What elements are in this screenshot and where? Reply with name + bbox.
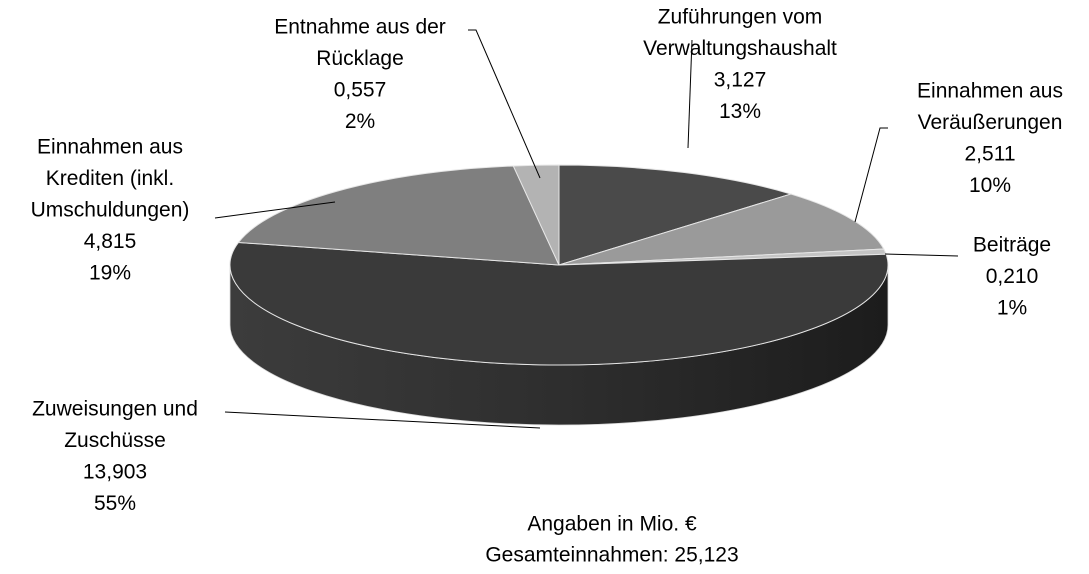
percent-label: 13% (719, 100, 761, 123)
category-label: Beiträge (973, 234, 1051, 257)
percent-label: 55% (94, 492, 136, 515)
category-label: Zuweisungen und (32, 398, 198, 421)
pie-slice (237, 165, 560, 266)
category-label: Veräußerungen (918, 111, 1063, 134)
value-label: 0,210 (986, 265, 1039, 288)
slice-label: Beiträge 0,210 1% (884, 234, 1051, 320)
slice-label: Entnahme aus der Rücklage 0,557 2% (274, 16, 541, 179)
category-label: Zuschüsse (64, 429, 166, 452)
category-label: Rücklage (316, 47, 404, 70)
category-label: Umschuldungen) (31, 199, 190, 222)
category-label: Einnahmen aus (37, 136, 183, 159)
leader-line (224, 411, 541, 429)
value-label: 3,127 (714, 69, 767, 92)
slice-label: Zuweisungen und Zuschüsse 13,903 55% (32, 398, 541, 515)
category-label: Einnahmen aus (917, 80, 1063, 103)
slice-label: Einnahmen aus Veräußerungen 2,511 10% (854, 80, 1063, 223)
leader-line (884, 253, 959, 257)
leader-line (214, 201, 336, 219)
percent-label: 1% (997, 297, 1027, 320)
value-label: 13,903 (83, 461, 147, 484)
percent-label: 2% (345, 110, 375, 133)
category-label: Verwaltungshaushalt (643, 37, 837, 60)
percent-label: 19% (89, 262, 131, 285)
leader-line (687, 39, 693, 149)
slice-label: Einnahmen aus Krediten (inkl. Umschuldunge… (31, 136, 336, 285)
value-label: 4,815 (84, 230, 137, 253)
percent-label: 10% (969, 174, 1011, 197)
pie-slice (558, 193, 885, 266)
slice-label: Zuführungen vom Verwaltungshaushalt 3,127 1… (643, 6, 837, 149)
value-label: 2,511 (965, 143, 1016, 166)
pie-slice (229, 241, 889, 366)
leader-line (468, 29, 541, 179)
category-label: Krediten (inkl. (46, 167, 174, 190)
pie-slice (558, 164, 793, 266)
annotation: Gesamteinnahmen: 25,123 (485, 544, 738, 567)
category-label: Zuführungen vom (658, 6, 823, 29)
category-label: Entnahme aus der (274, 16, 446, 39)
value-label: 0,557 (334, 79, 387, 102)
pie-slice (512, 164, 560, 266)
annotation: Angaben in Mio. € (527, 513, 697, 536)
leader-line (854, 127, 888, 223)
